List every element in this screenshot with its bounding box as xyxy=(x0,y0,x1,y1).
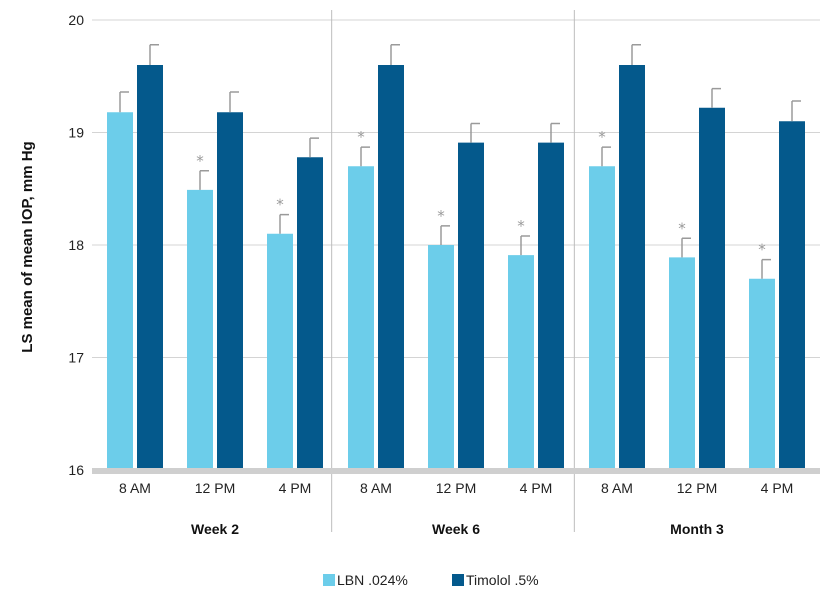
bar xyxy=(458,142,484,470)
x-tick-label: 12 PM xyxy=(195,480,235,496)
x-tick-label: 8 AM xyxy=(360,480,392,496)
legend-swatch xyxy=(323,574,335,586)
y-tick-label: 16 xyxy=(68,462,84,478)
bar xyxy=(137,65,163,470)
significance-marker: * xyxy=(357,128,365,146)
x-tick-label: 12 PM xyxy=(677,480,717,496)
significance-marker: * xyxy=(678,219,686,237)
bar xyxy=(538,142,564,470)
bar xyxy=(669,257,695,470)
bar xyxy=(107,112,133,470)
bar xyxy=(699,107,725,470)
y-tick-label: 17 xyxy=(68,350,84,366)
bar xyxy=(428,245,454,470)
group-label: Week 2 xyxy=(191,521,239,537)
bar xyxy=(779,121,805,470)
x-tick-label: 4 PM xyxy=(279,480,312,496)
legend-label: Timolol .5% xyxy=(466,572,539,588)
bar xyxy=(297,157,323,470)
x-tick-label: 12 PM xyxy=(436,480,476,496)
significance-marker: * xyxy=(196,152,204,170)
bar xyxy=(619,65,645,470)
bar xyxy=(348,166,374,470)
gridlines xyxy=(92,10,820,532)
legend: LBN .024% Timolol .5% xyxy=(323,572,539,588)
bar xyxy=(589,166,615,470)
x-axis-baseline xyxy=(92,468,820,474)
x-tick-label: 4 PM xyxy=(520,480,553,496)
bar xyxy=(217,112,243,470)
x-tick-label: 8 AM xyxy=(119,480,151,496)
bars xyxy=(92,65,820,474)
x-tick-label: 8 AM xyxy=(601,480,633,496)
significance-marker: * xyxy=(276,196,284,214)
axis-labels: 16 17 18 19 20 8 AM * 12 PM * 4 PM Week 2 * 8 AM * 12 … xyxy=(68,12,793,537)
significance-marker: * xyxy=(758,241,766,259)
significance-marker: * xyxy=(517,217,525,235)
group-label: Month 3 xyxy=(670,521,724,537)
y-tick-label: 18 xyxy=(68,237,84,253)
bar xyxy=(267,233,293,470)
bar xyxy=(187,189,213,470)
y-axis-title: LS mean of mean IOP, mm Hg xyxy=(19,141,36,352)
significance-marker: * xyxy=(598,128,606,146)
error-bars xyxy=(119,44,801,279)
y-tick-label: 20 xyxy=(68,12,84,28)
legend-label: LBN .024% xyxy=(337,572,408,588)
group-label: Week 6 xyxy=(432,521,480,537)
bar xyxy=(378,65,404,470)
significance-marker: * xyxy=(437,207,445,225)
x-tick-label: 4 PM xyxy=(761,480,794,496)
legend-swatch xyxy=(452,574,464,586)
bar xyxy=(508,255,534,470)
y-tick-label: 19 xyxy=(68,125,84,141)
bar xyxy=(749,278,775,470)
